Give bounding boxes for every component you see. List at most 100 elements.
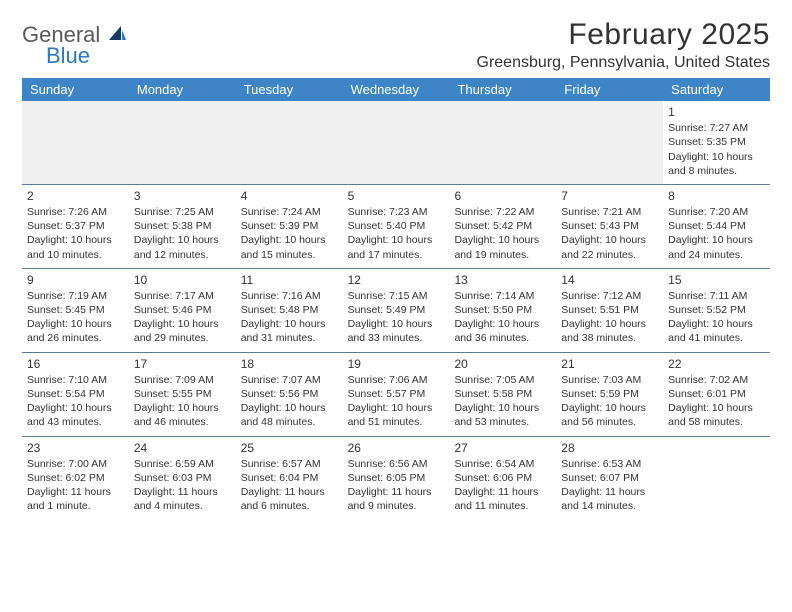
sunrise-text: Sunrise: 7:14 AM — [454, 289, 551, 303]
day-number: 18 — [241, 356, 338, 372]
week-row: 16Sunrise: 7:10 AMSunset: 5:54 PMDayligh… — [22, 352, 770, 436]
sunrise-text: Sunrise: 7:15 AM — [348, 289, 445, 303]
day-cell: 1Sunrise: 7:27 AMSunset: 5:35 PMDaylight… — [663, 101, 770, 184]
sunset-text: Sunset: 5:50 PM — [454, 303, 551, 317]
empty-cell — [449, 101, 556, 184]
weekday-cell: Tuesday — [236, 78, 343, 101]
day-cell: 3Sunrise: 7:25 AMSunset: 5:38 PMDaylight… — [129, 185, 236, 268]
sunrise-text: Sunrise: 7:10 AM — [27, 373, 124, 387]
day-number: 17 — [134, 356, 231, 372]
day-cell: 22Sunrise: 7:02 AMSunset: 6:01 PMDayligh… — [663, 353, 770, 436]
weekday-cell: Saturday — [663, 78, 770, 101]
sunrise-text: Sunrise: 7:25 AM — [134, 205, 231, 219]
day-number: 16 — [27, 356, 124, 372]
day-number: 8 — [668, 188, 765, 204]
day-cell: 7Sunrise: 7:21 AMSunset: 5:43 PMDaylight… — [556, 185, 663, 268]
empty-cell — [236, 101, 343, 184]
logo-sail-icon — [107, 24, 127, 42]
sunrise-text: Sunrise: 7:17 AM — [134, 289, 231, 303]
day-number: 28 — [561, 440, 658, 456]
calendar-page: General Blue February 2025 Greensburg, P… — [0, 0, 792, 531]
daylight-text: Daylight: 11 hours and 14 minutes. — [561, 485, 658, 513]
daylight-text: Daylight: 10 hours and 41 minutes. — [668, 317, 765, 345]
sunset-text: Sunset: 6:06 PM — [454, 471, 551, 485]
daylight-text: Daylight: 10 hours and 56 minutes. — [561, 401, 658, 429]
weekday-header-row: SundayMondayTuesdayWednesdayThursdayFrid… — [22, 78, 770, 101]
day-cell: 14Sunrise: 7:12 AMSunset: 5:51 PMDayligh… — [556, 269, 663, 352]
day-cell: 17Sunrise: 7:09 AMSunset: 5:55 PMDayligh… — [129, 353, 236, 436]
day-number: 1 — [668, 104, 765, 120]
sunset-text: Sunset: 5:57 PM — [348, 387, 445, 401]
day-number: 4 — [241, 188, 338, 204]
sunrise-text: Sunrise: 7:20 AM — [668, 205, 765, 219]
daylight-text: Daylight: 11 hours and 1 minute. — [27, 485, 124, 513]
location: Greensburg, Pennsylvania, United States — [477, 54, 771, 72]
day-number: 3 — [134, 188, 231, 204]
day-number: 9 — [27, 272, 124, 288]
weekday-cell: Friday — [556, 78, 663, 101]
empty-cell — [22, 101, 129, 184]
daylight-text: Daylight: 11 hours and 6 minutes. — [241, 485, 338, 513]
sunrise-text: Sunrise: 6:56 AM — [348, 457, 445, 471]
daylight-text: Daylight: 10 hours and 22 minutes. — [561, 233, 658, 261]
day-cell: 9Sunrise: 7:19 AMSunset: 5:45 PMDaylight… — [22, 269, 129, 352]
day-number: 23 — [27, 440, 124, 456]
sunrise-text: Sunrise: 7:07 AM — [241, 373, 338, 387]
day-number: 7 — [561, 188, 658, 204]
day-number: 15 — [668, 272, 765, 288]
daylight-text: Daylight: 11 hours and 11 minutes. — [454, 485, 551, 513]
day-number: 25 — [241, 440, 338, 456]
sunrise-text: Sunrise: 7:27 AM — [668, 121, 765, 135]
sunset-text: Sunset: 5:43 PM — [561, 219, 658, 233]
empty-cell — [129, 101, 236, 184]
logo-word2: Blue — [46, 45, 127, 67]
day-cell: 11Sunrise: 7:16 AMSunset: 5:48 PMDayligh… — [236, 269, 343, 352]
empty-cell — [343, 101, 450, 184]
daylight-text: Daylight: 10 hours and 26 minutes. — [27, 317, 124, 345]
day-number: 19 — [348, 356, 445, 372]
day-cell: 10Sunrise: 7:17 AMSunset: 5:46 PMDayligh… — [129, 269, 236, 352]
day-cell: 13Sunrise: 7:14 AMSunset: 5:50 PMDayligh… — [449, 269, 556, 352]
sunrise-text: Sunrise: 7:03 AM — [561, 373, 658, 387]
day-cell: 23Sunrise: 7:00 AMSunset: 6:02 PMDayligh… — [22, 437, 129, 520]
sunset-text: Sunset: 5:49 PM — [348, 303, 445, 317]
weekday-cell: Monday — [129, 78, 236, 101]
week-row: 23Sunrise: 7:00 AMSunset: 6:02 PMDayligh… — [22, 436, 770, 520]
empty-cell — [663, 437, 770, 520]
sunrise-text: Sunrise: 7:24 AM — [241, 205, 338, 219]
sunrise-text: Sunrise: 7:05 AM — [454, 373, 551, 387]
sunrise-text: Sunrise: 7:23 AM — [348, 205, 445, 219]
day-cell: 21Sunrise: 7:03 AMSunset: 5:59 PMDayligh… — [556, 353, 663, 436]
daylight-text: Daylight: 10 hours and 33 minutes. — [348, 317, 445, 345]
day-number: 27 — [454, 440, 551, 456]
sunset-text: Sunset: 5:58 PM — [454, 387, 551, 401]
sunset-text: Sunset: 5:48 PM — [241, 303, 338, 317]
sunset-text: Sunset: 5:59 PM — [561, 387, 658, 401]
day-cell: 16Sunrise: 7:10 AMSunset: 5:54 PMDayligh… — [22, 353, 129, 436]
sunrise-text: Sunrise: 6:53 AM — [561, 457, 658, 471]
title-block: February 2025 Greensburg, Pennsylvania, … — [477, 18, 771, 72]
sunset-text: Sunset: 6:04 PM — [241, 471, 338, 485]
day-cell: 27Sunrise: 6:54 AMSunset: 6:06 PMDayligh… — [449, 437, 556, 520]
day-cell: 15Sunrise: 7:11 AMSunset: 5:52 PMDayligh… — [663, 269, 770, 352]
day-cell: 18Sunrise: 7:07 AMSunset: 5:56 PMDayligh… — [236, 353, 343, 436]
day-number: 10 — [134, 272, 231, 288]
sunset-text: Sunset: 5:35 PM — [668, 135, 765, 149]
day-number: 20 — [454, 356, 551, 372]
sunset-text: Sunset: 5:45 PM — [27, 303, 124, 317]
daylight-text: Daylight: 10 hours and 36 minutes. — [454, 317, 551, 345]
daylight-text: Daylight: 10 hours and 51 minutes. — [348, 401, 445, 429]
day-number: 13 — [454, 272, 551, 288]
month-title: February 2025 — [477, 18, 771, 52]
daylight-text: Daylight: 10 hours and 8 minutes. — [668, 150, 765, 178]
sunset-text: Sunset: 5:39 PM — [241, 219, 338, 233]
sunrise-text: Sunrise: 6:57 AM — [241, 457, 338, 471]
sunset-text: Sunset: 5:56 PM — [241, 387, 338, 401]
day-cell: 24Sunrise: 6:59 AMSunset: 6:03 PMDayligh… — [129, 437, 236, 520]
day-cell: 4Sunrise: 7:24 AMSunset: 5:39 PMDaylight… — [236, 185, 343, 268]
weekday-cell: Thursday — [449, 78, 556, 101]
daylight-text: Daylight: 11 hours and 9 minutes. — [348, 485, 445, 513]
sunrise-text: Sunrise: 7:06 AM — [348, 373, 445, 387]
daylight-text: Daylight: 10 hours and 15 minutes. — [241, 233, 338, 261]
sunrise-text: Sunrise: 7:26 AM — [27, 205, 124, 219]
